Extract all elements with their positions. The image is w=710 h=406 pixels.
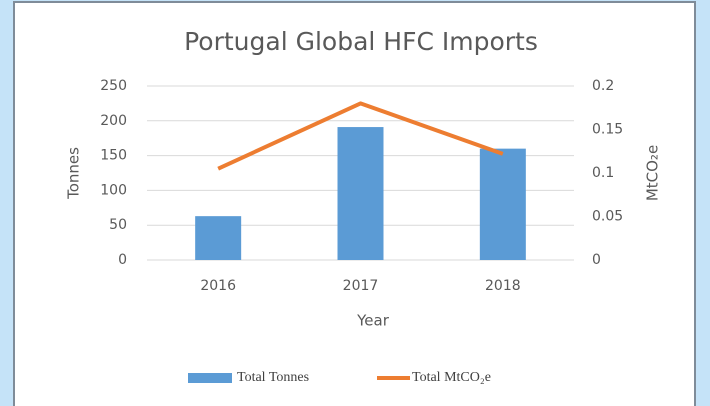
x-axis-label: Year <box>356 312 390 330</box>
legend-label: Total Tonnes <box>237 370 309 385</box>
line <box>217 101 504 171</box>
y-tick-label: 100 <box>100 182 127 198</box>
y-tick-label: 50 <box>109 217 127 233</box>
y2-axis-label: MtCO₂e <box>644 145 662 201</box>
y2-tick-label: 0.05 <box>592 209 623 225</box>
legend-swatch <box>188 373 232 383</box>
y-axis-label: Tonnes <box>65 147 83 200</box>
bar <box>479 148 526 260</box>
y-tick-label: 150 <box>100 148 127 164</box>
y2-tick-label: 0.15 <box>592 122 623 138</box>
y-tick-label: 0 <box>118 252 127 268</box>
y-tick-label: 200 <box>100 113 127 129</box>
legend-label: Total MtCO₂e <box>412 370 491 385</box>
x-tick-label: 2017 <box>343 278 379 294</box>
y2-tick-label: 0.1 <box>592 165 614 181</box>
y2-tick-label: 0.2 <box>592 78 614 94</box>
bar <box>195 216 242 260</box>
x-tick-label: 2016 <box>200 278 236 294</box>
x-tick-label: 2018 <box>485 278 521 294</box>
bar <box>337 127 384 261</box>
y2-tick-label: 0 <box>592 252 601 268</box>
y-tick-label: 250 <box>100 78 127 94</box>
chart-title: Portugal Global HFC Imports <box>184 27 538 56</box>
